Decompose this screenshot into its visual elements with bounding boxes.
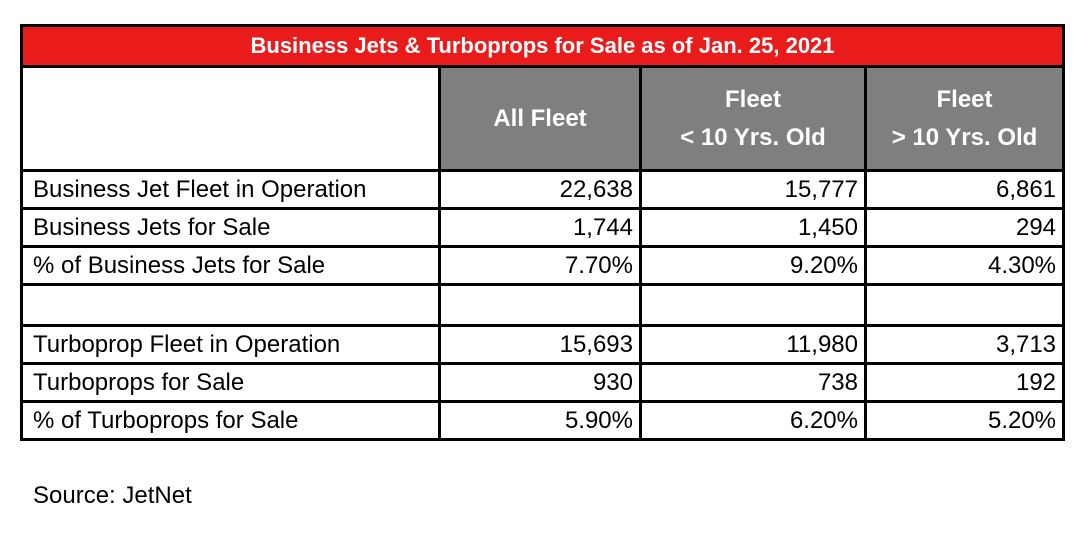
spacer-row — [20, 283, 1066, 328]
title-row: Business Jets & Turboprops for Sale as o… — [19, 23, 1066, 69]
table-row: Business Jet Fleet in Operation 22,638 1… — [20, 169, 1066, 211]
spacer-cell — [863, 283, 1066, 328]
row-label: Turboprop Fleet in Operation — [20, 324, 441, 366]
cell-under-10: 11,980 — [639, 324, 867, 366]
cell-all-fleet: 1,744 — [438, 207, 642, 249]
header-over-10: Fleet > 10 Yrs. Old — [863, 65, 1066, 173]
cell-under-10: 1,450 — [639, 207, 867, 249]
header-under-10-line1: Fleet — [724, 85, 781, 113]
row-label: Business Jets for Sale — [20, 207, 441, 249]
table-row: Business Jets for Sale 1,744 1,450 294 — [20, 207, 1066, 249]
header-blank-cell — [20, 65, 441, 173]
cell-under-10: 738 — [639, 362, 867, 404]
header-row: All Fleet Fleet < 10 Yrs. Old Fleet > 10… — [20, 65, 1066, 173]
cell-all-fleet: 5.90% — [438, 400, 642, 441]
header-all-fleet-label: All Fleet — [493, 104, 587, 132]
cell-over-10: 5.20% — [863, 400, 1066, 441]
row-label: Business Jet Fleet in Operation — [20, 169, 441, 211]
table-row: % of Business Jets for Sale 7.70% 9.20% … — [20, 245, 1066, 287]
row-label: Turboprops for Sale — [20, 362, 441, 404]
cell-under-10: 9.20% — [639, 245, 867, 287]
header-all-fleet: All Fleet — [438, 65, 642, 173]
cell-over-10: 6,861 — [863, 169, 1066, 211]
cell-all-fleet: 7.70% — [438, 245, 642, 287]
cell-under-10: 6.20% — [639, 400, 867, 441]
source-note: Source: JetNet — [33, 482, 192, 509]
table-row: % of Turboprops for Sale 5.90% 6.20% 5.2… — [20, 400, 1066, 441]
header-under-10: Fleet < 10 Yrs. Old — [639, 65, 867, 173]
header-over-10-line2: > 10 Yrs. Old — [891, 123, 1038, 151]
spacer-cell — [20, 283, 441, 328]
cell-all-fleet: 22,638 — [438, 169, 642, 211]
row-label: % of Turboprops for Sale — [20, 400, 441, 441]
cell-over-10: 4.30% — [863, 245, 1066, 287]
cell-over-10: 294 — [863, 207, 1066, 249]
cell-all-fleet: 930 — [438, 362, 642, 404]
cell-over-10: 3,713 — [863, 324, 1066, 366]
cell-all-fleet: 15,693 — [438, 324, 642, 366]
spacer-cell — [639, 283, 867, 328]
fleet-table: Business Jets & Turboprops for Sale as o… — [19, 23, 1066, 441]
table-title: Business Jets & Turboprops for Sale as o… — [19, 23, 1066, 69]
header-over-10-line1: Fleet — [936, 85, 993, 113]
row-label: % of Business Jets for Sale — [20, 245, 441, 287]
spacer-cell — [438, 283, 642, 328]
cell-under-10: 15,777 — [639, 169, 867, 211]
cell-over-10: 192 — [863, 362, 1066, 404]
table-row: Turboprop Fleet in Operation 15,693 11,9… — [20, 324, 1066, 366]
table-row: Turboprops for Sale 930 738 192 — [20, 362, 1066, 404]
header-under-10-line2: < 10 Yrs. Old — [680, 123, 826, 151]
